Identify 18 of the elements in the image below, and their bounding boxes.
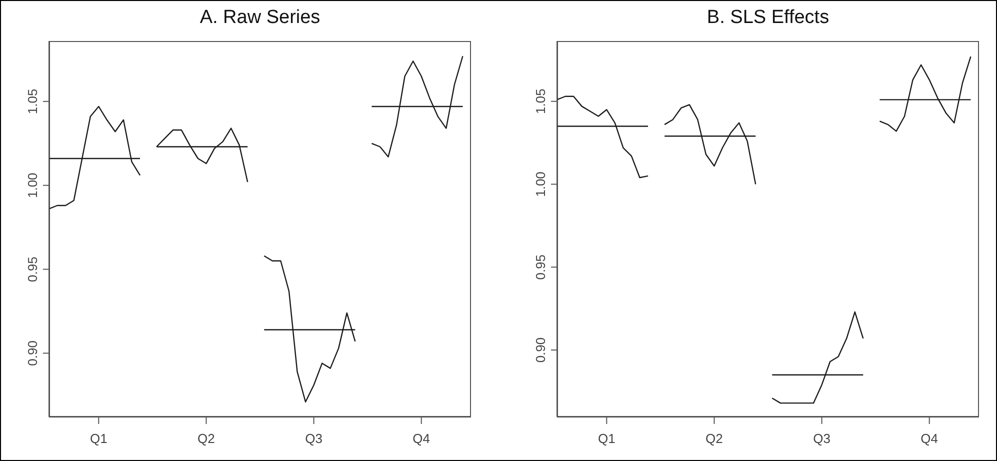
y-tick-label: 1.00 — [533, 172, 548, 197]
y-tick-label: 0.95 — [533, 254, 548, 280]
x-tick-label: Q4 — [920, 431, 938, 446]
x-tick-label: Q4 — [412, 431, 430, 446]
x-tick-label: Q2 — [706, 431, 723, 446]
y-tick-label: 1.05 — [25, 88, 40, 114]
y-tick-label: 0.95 — [25, 256, 40, 282]
x-tick-label: Q2 — [198, 431, 215, 446]
y-tick-label: 1.05 — [533, 88, 548, 114]
y-tick-label: 0.90 — [533, 337, 548, 363]
chart-title: B. SLS Effects — [706, 7, 830, 29]
chart-title: A. Raw Series — [198, 7, 322, 29]
x-tick-label: Q3 — [813, 431, 830, 446]
x-tick-label: Q3 — [305, 431, 322, 446]
x-tick-label: Q1 — [598, 431, 616, 446]
y-tick-label: 1.00 — [25, 172, 40, 198]
x-tick-label: Q1 — [90, 431, 108, 446]
y-tick-label: 0.90 — [25, 340, 40, 366]
